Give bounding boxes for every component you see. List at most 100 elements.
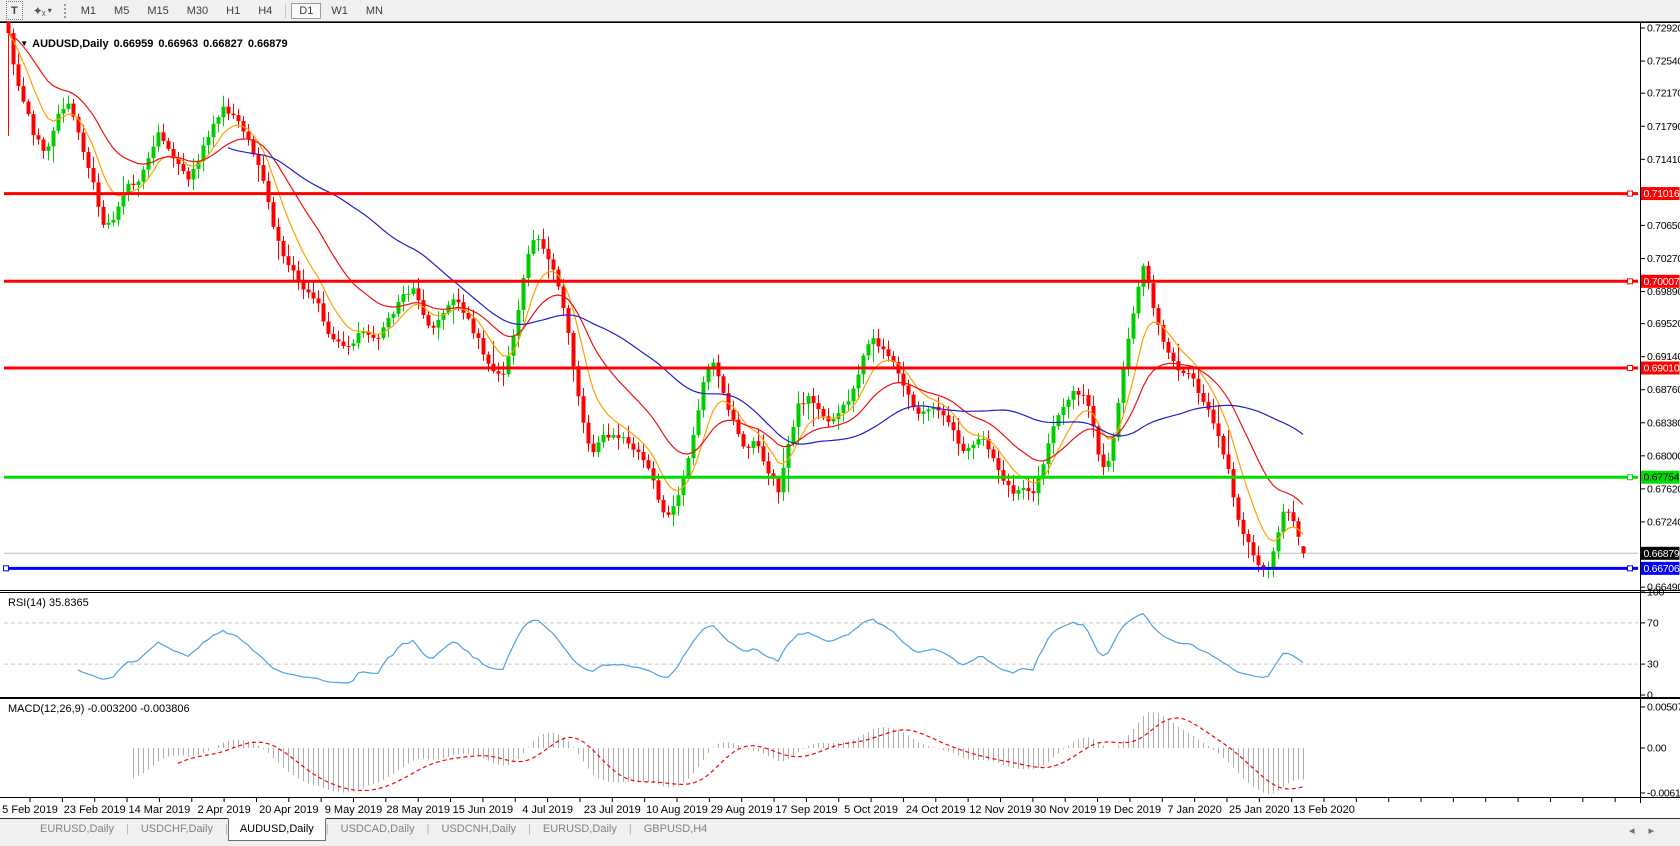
tab-scroll-right-icon[interactable]: ▸ bbox=[1648, 825, 1668, 837]
chart-symbol: AUDUSD,Daily bbox=[32, 38, 109, 50]
svg-text:17 Sep 2019: 17 Sep 2019 bbox=[775, 804, 837, 816]
chart-tab-eurusd-daily[interactable]: EURUSD,Daily bbox=[40, 823, 114, 835]
chart-tab-audusd-daily[interactable]: AUDUSD,Daily bbox=[227, 818, 326, 841]
hline-handle[interactable] bbox=[1627, 565, 1633, 572]
timeframe-button-m5[interactable]: M5 bbox=[114, 4, 130, 17]
top-toolbar: T ✦ₓ ▾ M1 M5 M15 M30 H1 H4 D1 W1 MN bbox=[0, 0, 1680, 22]
timeframe-button-h4[interactable]: H4 bbox=[258, 4, 273, 17]
svg-text:0.69890: 0.69890 bbox=[1647, 286, 1680, 298]
svg-text:0: 0 bbox=[1647, 690, 1653, 702]
price-chart-canvas[interactable]: 0.72920 0.72540 0.72170 0.71790 0.71410 0.706… bbox=[0, 22, 1680, 818]
quote-low: 0.66827 bbox=[203, 38, 243, 50]
svg-text:25 Jan 2020: 25 Jan 2020 bbox=[1229, 804, 1290, 816]
svg-text:19 Dec 2019: 19 Dec 2019 bbox=[1099, 804, 1161, 816]
candles-layer bbox=[6, 22, 1306, 579]
timeframe-button-d1[interactable]: D1 bbox=[291, 2, 322, 19]
svg-text:0.70007: 0.70007 bbox=[1644, 276, 1680, 288]
svg-text:24 Oct 2019: 24 Oct 2019 bbox=[906, 804, 966, 816]
chart-tab-usdchf-daily[interactable]: USDCHF,Daily bbox=[140, 823, 213, 835]
svg-text:10 Aug 2019: 10 Aug 2019 bbox=[646, 804, 708, 816]
timeframe-button-m30[interactable]: M30 bbox=[186, 4, 209, 17]
timeframe-button-w1[interactable]: W1 bbox=[331, 4, 348, 17]
tab-separator: | bbox=[224, 823, 228, 835]
chart-tab-bar: EURUSD,Daily | USDCHF,Daily | AUDUSD,Daily | U… bbox=[0, 818, 1680, 846]
svg-text:23 Feb 2019: 23 Feb 2019 bbox=[64, 804, 126, 816]
ma-fast-line[interactable] bbox=[7, 32, 1304, 542]
tab-scroll-left-icon[interactable]: ◂ bbox=[1628, 825, 1649, 837]
ma-slow-line[interactable] bbox=[227, 147, 1304, 445]
date-axis-labels[interactable]: 5 Feb 2019 23 Feb 2019 14 Mar 2019 2 Apr 20… bbox=[2, 804, 1355, 816]
svg-text:9 May 2019: 9 May 2019 bbox=[325, 804, 382, 816]
chart-tab-eurusd-daily[interactable]: EURUSD,Daily bbox=[542, 823, 617, 835]
macd-signal-line bbox=[177, 717, 1304, 792]
svg-text:0.72540: 0.72540 bbox=[1647, 56, 1680, 68]
timeframe-button-group: M1 M5 M15 M30 H1 H4 D1 W1 MN bbox=[72, 0, 392, 21]
tab-separator: | bbox=[325, 823, 329, 835]
tab-separator: | bbox=[426, 823, 430, 835]
timeframe-button-h1[interactable]: H1 bbox=[226, 4, 241, 17]
objects-tool-button[interactable]: ✦ₓ ▾ bbox=[29, 2, 56, 19]
svg-text:100: 100 bbox=[1647, 587, 1665, 599]
svg-text:0.70270: 0.70270 bbox=[1647, 253, 1680, 265]
svg-text:0.005076: 0.005076 bbox=[1647, 702, 1680, 714]
chart-tab-usdcad-daily[interactable]: USDCAD,Daily bbox=[340, 823, 415, 835]
hline-handle[interactable] bbox=[1627, 278, 1633, 285]
hline-handle[interactable] bbox=[1627, 474, 1633, 481]
rsi-line bbox=[77, 612, 1304, 684]
timeframe-separator bbox=[285, 3, 287, 18]
tab-separator: | bbox=[528, 823, 531, 835]
svg-text:-0.00614: -0.00614 bbox=[1647, 788, 1680, 800]
svg-text:0.66490: 0.66490 bbox=[1647, 582, 1680, 594]
svg-text:0.68760: 0.68760 bbox=[1647, 384, 1680, 396]
toolbar-grip bbox=[63, 3, 66, 18]
crossed-arrows-icon: ✦ₓ bbox=[32, 3, 46, 18]
chart-tab-gbpusd-h4[interactable]: GBPUSD,H4 bbox=[643, 823, 708, 835]
timeframe-button-mn[interactable]: MN bbox=[365, 4, 383, 17]
svg-text:5 Oct 2019: 5 Oct 2019 bbox=[844, 804, 898, 816]
svg-text:0.68380: 0.68380 bbox=[1647, 417, 1680, 429]
price-badge-0.71016 bbox=[1641, 187, 1680, 201]
svg-text:29 Aug 2019: 29 Aug 2019 bbox=[711, 804, 773, 816]
quote-high: 0.66963 bbox=[158, 38, 199, 50]
svg-text:0.00: 0.00 bbox=[1647, 743, 1667, 755]
svg-text:4 Jul 2019: 4 Jul 2019 bbox=[522, 804, 573, 816]
timeframe-button-m1[interactable]: M1 bbox=[80, 4, 97, 17]
svg-text:0.68000: 0.68000 bbox=[1647, 450, 1680, 462]
price-badge-0.67754 bbox=[1641, 470, 1680, 484]
svg-text:0.69520: 0.69520 bbox=[1647, 318, 1680, 330]
svg-text:28 May 2019: 28 May 2019 bbox=[386, 804, 450, 816]
hline-handle[interactable] bbox=[1627, 190, 1633, 197]
chart-tab-usdcnh-daily[interactable]: USDCNH,Daily bbox=[441, 823, 517, 835]
chart-dropdown-icon[interactable]: ▼ bbox=[20, 39, 29, 48]
svg-text:0.71016: 0.71016 bbox=[1644, 188, 1680, 200]
svg-text:0.67240: 0.67240 bbox=[1647, 516, 1680, 528]
ma-mid-line[interactable] bbox=[7, 32, 1304, 505]
svg-text:7 Jan 2020: 7 Jan 2020 bbox=[1167, 804, 1221, 816]
svg-text:0.69010: 0.69010 bbox=[1644, 362, 1680, 374]
price-badge-0.66706 bbox=[1641, 561, 1680, 575]
price-badge-0.69010 bbox=[1641, 361, 1680, 375]
svg-text:0.67754: 0.67754 bbox=[1644, 472, 1680, 484]
timeframe-button-m15[interactable]: M15 bbox=[147, 4, 169, 17]
price-axis-labels: 0.72920 0.72540 0.72170 0.71790 0.71410 0.706… bbox=[1641, 23, 1680, 594]
current-price-badge bbox=[1641, 546, 1680, 560]
svg-text:20 Apr 2019: 20 Apr 2019 bbox=[259, 804, 318, 816]
svg-text:0.72170: 0.72170 bbox=[1647, 88, 1680, 100]
svg-text:30: 30 bbox=[1647, 659, 1659, 671]
rsi-indicator-label: RSI(14) 35.8365 bbox=[8, 597, 89, 609]
hline-handle[interactable] bbox=[1627, 364, 1633, 371]
tab-scroll-arrows[interactable]: ◂▸ bbox=[1629, 824, 1668, 837]
svg-text:14 Mar 2019: 14 Mar 2019 bbox=[129, 804, 191, 816]
svg-text:0.69140: 0.69140 bbox=[1647, 351, 1680, 363]
chart-window[interactable]: 0.72920 0.72540 0.72170 0.71790 0.71410 0.706… bbox=[0, 22, 1680, 818]
svg-text:12 Nov 2019: 12 Nov 2019 bbox=[969, 804, 1031, 816]
svg-text:23 Jul 2019: 23 Jul 2019 bbox=[584, 804, 641, 816]
macd-histogram bbox=[133, 712, 1304, 794]
quote-open: 0.66959 bbox=[113, 38, 154, 50]
hline-handle[interactable] bbox=[3, 565, 9, 572]
price-badge-0.70007 bbox=[1641, 274, 1680, 288]
text-label-tool-button[interactable]: T bbox=[6, 1, 23, 20]
tab-separator: | bbox=[125, 823, 129, 835]
svg-text:0.70650: 0.70650 bbox=[1647, 220, 1680, 232]
